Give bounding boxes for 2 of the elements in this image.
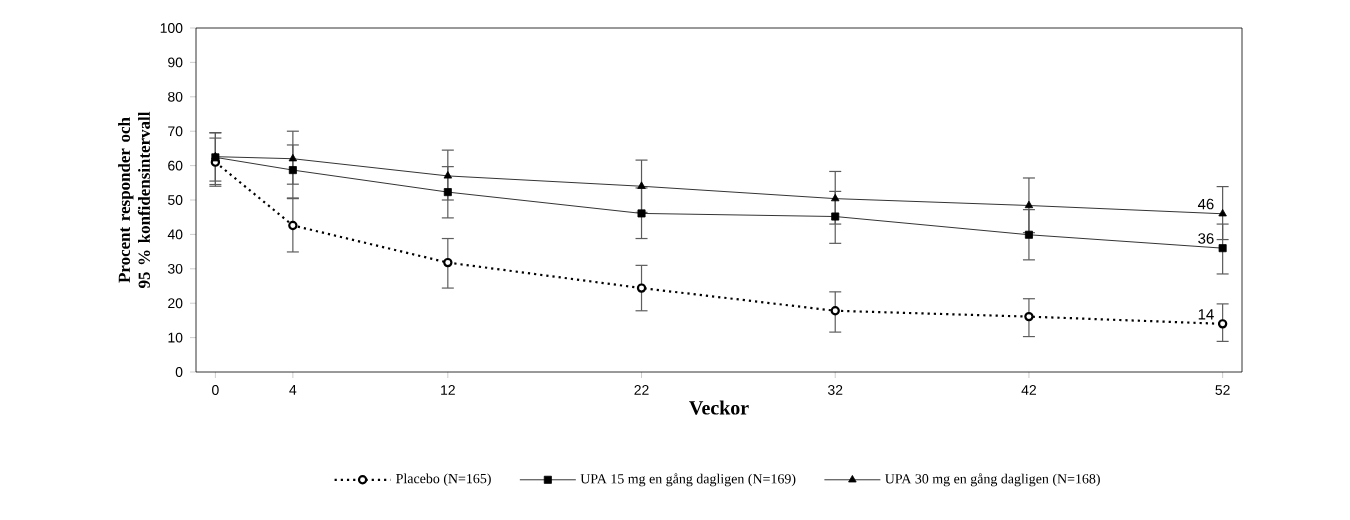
x-axis-title: Veckor [689, 400, 749, 415]
y-axis-title: Procent responder och 95 % konfidensintervall [118, 111, 151, 288]
